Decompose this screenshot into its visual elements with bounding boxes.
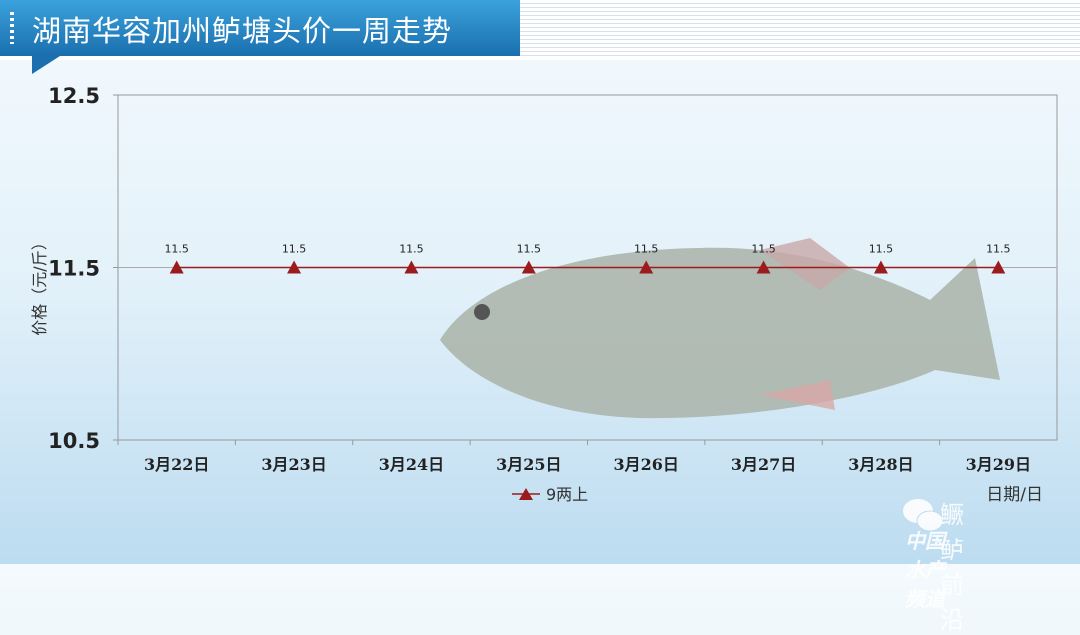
- y-axis-label: 价格（元/斤）: [30, 234, 49, 335]
- data-point: [639, 260, 654, 274]
- data-label: 11.5: [399, 243, 424, 256]
- legend-marker: [519, 488, 533, 500]
- data-point: [991, 260, 1006, 274]
- x-tick-label: 3月25日: [496, 455, 561, 474]
- x-axis-label: 日期/日: [986, 485, 1043, 505]
- fish-image: [440, 238, 1000, 419]
- legend-label: 9两上: [546, 485, 588, 504]
- data-label: 11.5: [634, 243, 659, 256]
- data-point: [873, 260, 888, 274]
- x-tick-label: 3月22日: [144, 455, 209, 474]
- x-tick-label: 3月24日: [379, 455, 444, 474]
- title-banner: 湖南华容加州鲈塘头价一周走势: [0, 0, 520, 56]
- x-tick-label: 3月28日: [848, 455, 913, 474]
- legend: 9两上: [512, 485, 588, 504]
- watermark-logo: 鳜鲈前沿 中国水产频道: [900, 495, 964, 634]
- data-label: 11.5: [282, 243, 307, 256]
- dots-decoration: [10, 12, 14, 44]
- data-point: [756, 260, 771, 274]
- data-point: [404, 260, 419, 274]
- data-label: 11.5: [869, 243, 894, 256]
- watermark-line2: 中国水产频道: [905, 529, 945, 611]
- data-label: 11.5: [164, 243, 189, 256]
- data-point: [169, 260, 184, 274]
- header-stripes: [520, 0, 1080, 56]
- wechat-icon: [903, 499, 944, 532]
- data-label: 11.5: [986, 243, 1011, 256]
- y-tick-label: 11.5: [48, 257, 100, 281]
- y-tick-label: 10.5: [48, 429, 100, 453]
- banner-tail: [32, 56, 60, 74]
- x-tick-label: 3月23日: [261, 455, 326, 474]
- y-tick-label: 12.5: [48, 84, 100, 108]
- page-title: 湖南华容加州鲈塘头价一周走势: [32, 14, 453, 48]
- data-label: 11.5: [751, 243, 776, 256]
- chart: 10.5 11.5 12.5 3月22日 3月23日 3月24日 3月25日 3月26日 3月2…: [30, 84, 1058, 505]
- x-tick-label: 3月27日: [731, 455, 796, 474]
- x-tick-label: 3月26日: [613, 455, 678, 474]
- x-tick-label: 3月29日: [966, 455, 1031, 474]
- data-label: 11.5: [517, 243, 542, 256]
- data-point: [521, 260, 536, 274]
- data-point: [287, 260, 302, 274]
